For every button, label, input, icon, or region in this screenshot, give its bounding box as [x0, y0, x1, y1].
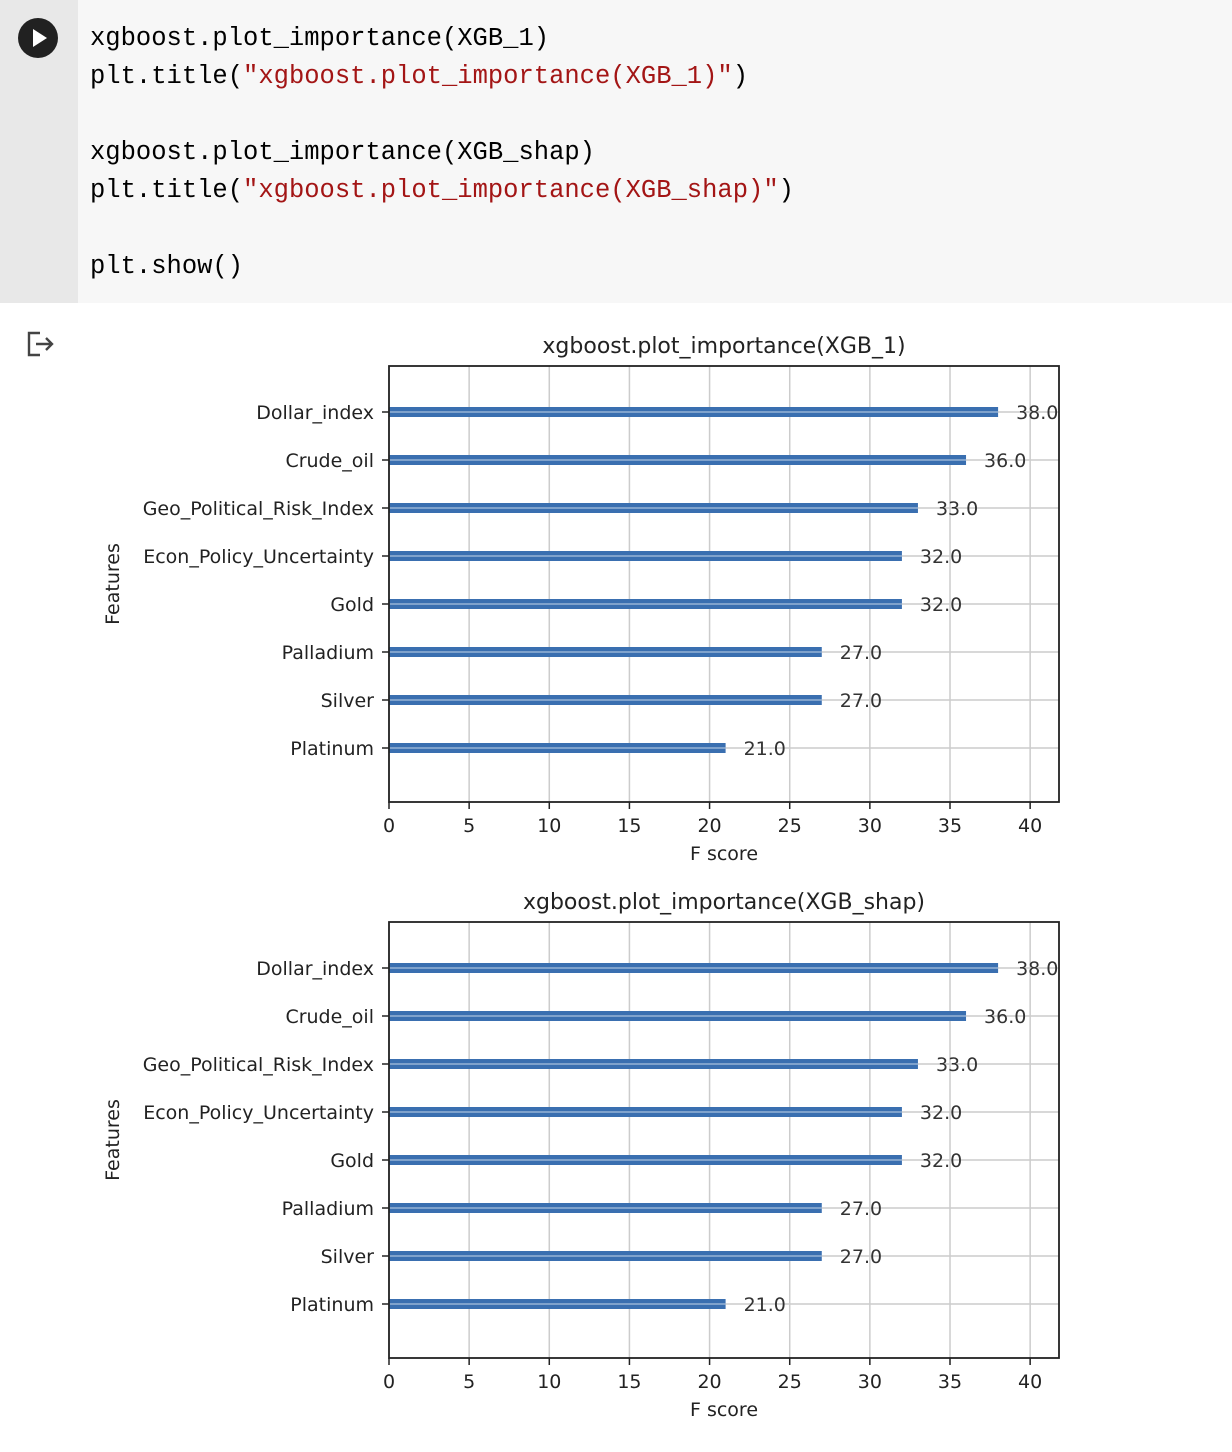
code-string: "xgboost.plot_importance(XGB_1)"	[243, 62, 733, 91]
plot-frame	[388, 365, 1060, 803]
x-tick-label: 35	[938, 815, 962, 837]
y-tick-label: Geo_Political_Risk_Index	[143, 1054, 374, 1076]
y-tick-label: Crude_oil	[285, 1006, 374, 1028]
x-tick-label: 30	[858, 1371, 882, 1393]
bar-value-label: 36.0	[984, 1006, 1026, 1028]
code-line	[90, 210, 794, 248]
x-tick-label: 30	[858, 815, 882, 837]
code-text: plt.show()	[90, 252, 244, 281]
importance-chart-xgb-1: 38.0 36.0 33.0 32.0 32.0 27.0 27.0 21.0 0 5 10 15 20…	[102, 334, 1060, 865]
x-tick-label: 20	[697, 815, 721, 837]
x-tick-label: 10	[537, 1371, 561, 1393]
y-axis-label: Features	[102, 1099, 124, 1181]
y-tick-label: Palladium	[282, 1198, 374, 1220]
y-tick-label: Silver	[321, 1246, 375, 1268]
bar-value-label: 32.0	[920, 1150, 962, 1172]
x-tick-label: 15	[617, 815, 641, 837]
bar-value-label: 27.0	[840, 1246, 882, 1268]
x-tick-label: 40	[1018, 1371, 1042, 1393]
run-cell-button[interactable]	[18, 18, 58, 58]
code-text: xgboost.plot_importance(XGB_shap)	[90, 138, 595, 167]
bar-value-label: 33.0	[936, 498, 978, 520]
x-tick-label: 0	[383, 815, 395, 837]
x-tick-label: 40	[1018, 815, 1042, 837]
y-tick-label: Platinum	[290, 1294, 374, 1316]
bar-value-label: 32.0	[920, 1102, 962, 1124]
x-tick-label: 5	[463, 815, 475, 837]
y-tick-label: Palladium	[282, 642, 374, 664]
chart-title: xgboost.plot_importance(XGB_1)	[542, 334, 905, 359]
y-tick-label: Dollar_index	[256, 958, 374, 980]
output-redirect-icon	[27, 331, 54, 357]
x-axis-label: F score	[690, 1399, 758, 1421]
x-tick-label: 0	[383, 1371, 395, 1393]
bar-value-label: 32.0	[920, 594, 962, 616]
code-text: )	[778, 176, 794, 205]
y-tick-label: Econ_Policy_Uncertainty	[143, 1102, 374, 1124]
code-line: plt.show()	[90, 248, 794, 286]
code-text: )	[732, 62, 749, 91]
y-tick-label: Gold	[330, 1150, 374, 1172]
bar-value-label: 21.0	[744, 738, 786, 760]
bar-value-label: 36.0	[984, 450, 1026, 472]
x-axis-label: F score	[690, 843, 758, 865]
bar-value-label: 27.0	[840, 690, 882, 712]
bar-value-label: 21.0	[744, 1294, 786, 1316]
code-line: xgboost.plot_importance(XGB_shap)	[90, 134, 794, 172]
bar-value-label: 38.0	[1016, 958, 1058, 980]
plot-frame	[388, 921, 1060, 1359]
x-tick-label: 35	[938, 1371, 962, 1393]
code-line	[90, 96, 794, 134]
y-tick-label: Dollar_index	[256, 402, 374, 424]
code-line: xgboost.plot_importance(XGB_1)	[90, 20, 794, 58]
x-tick-label: 15	[617, 1371, 641, 1393]
x-tick-label: 25	[778, 815, 802, 837]
y-tick-label: Platinum	[290, 738, 374, 760]
code-line: plt.title("xgboost.plot_importance(XGB_s…	[90, 172, 794, 210]
y-tick-label: Silver	[321, 690, 375, 712]
code-text: plt.title(	[90, 62, 244, 91]
x-tick-label: 25	[778, 1371, 802, 1393]
chart-title: xgboost.plot_importance(XGB_shap)	[523, 890, 925, 915]
y-axis-label: Features	[102, 543, 124, 625]
code-editor[interactable]: xgboost.plot_importance(XGB_1) plt.title(…	[90, 20, 794, 286]
importance-chart-xgb-shap: 38.0 36.0 33.0 32.0 32.0 27.0 27.0 21.0 0 5 10 15 20…	[102, 890, 1060, 1421]
y-tick-label: Gold	[330, 594, 374, 616]
code-string: "xgboost.plot_importance(XGB_shap)"	[243, 176, 779, 205]
bar-value-label: 27.0	[840, 1198, 882, 1220]
bar-value-label: 32.0	[920, 546, 962, 568]
bar-value-label: 33.0	[936, 1054, 978, 1076]
x-tick-label: 10	[537, 815, 561, 837]
code-cell[interactable]: xgboost.plot_importance(XGB_1) plt.title(…	[0, 0, 1232, 303]
code-text: xgboost.plot_importance(XGB_1)	[90, 24, 550, 53]
x-tick-label: 5	[463, 1371, 475, 1393]
y-tick-label: Geo_Political_Risk_Index	[143, 498, 374, 520]
play-icon	[33, 29, 47, 47]
code-text: plt.title(	[90, 176, 244, 205]
bar-value-label: 38.0	[1016, 402, 1058, 424]
cell-gutter	[0, 0, 78, 303]
x-tick-label: 20	[697, 1371, 721, 1393]
code-line: plt.title("xgboost.plot_importance(XGB_1…	[90, 58, 794, 96]
y-tick-label: Crude_oil	[285, 450, 374, 472]
y-tick-label: Econ_Policy_Uncertainty	[143, 546, 374, 568]
bar-value-label: 27.0	[840, 642, 882, 664]
